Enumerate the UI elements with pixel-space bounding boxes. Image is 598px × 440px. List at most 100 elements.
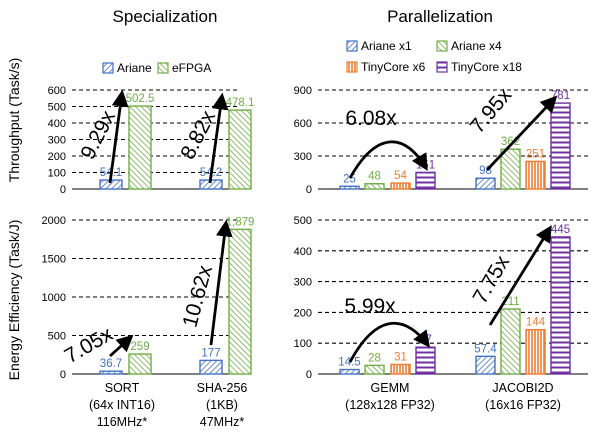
ytick-spec-efficiency-0: 0 xyxy=(60,369,66,381)
speedup-arrow-par-efficiency-0 xyxy=(348,322,431,363)
speedup-arrow-spec-efficiency-0 xyxy=(109,334,134,358)
bar-spec-throughput-efpga-sort xyxy=(128,105,152,190)
datalabel-spec-efficiency-efpga-sort: 259 xyxy=(130,341,149,353)
bar-par-throughput-tinycore-x6-jacobi2d xyxy=(525,160,546,190)
bar-spec-efficiency-efpga-sha-256 xyxy=(228,228,252,375)
xcat-left-0-line-0: SORT xyxy=(105,381,140,395)
datalabel-par-throughput-tinycore-x6-gemm: 54 xyxy=(394,170,407,182)
bar-spec-efficiency-ariane-sha-256 xyxy=(199,359,223,375)
bar-par-efficiency-ariane-x1-gemm xyxy=(339,368,360,375)
ytick-par-efficiency-0: 0 xyxy=(306,369,312,381)
bar-par-efficiency-tinycore-x6-gemm xyxy=(390,363,411,375)
ytick-par-throughput-0: 0 xyxy=(306,184,312,196)
legend-label-tinycore-x6: TinyCore x6 xyxy=(361,60,426,74)
ytick-par-efficiency-3: 300 xyxy=(294,277,312,289)
datalabel-spec-efficiency-ariane-sort: 36.7 xyxy=(100,358,122,370)
ytick-spec-throughput-0: 0 xyxy=(60,184,66,196)
panel-par-efficiency: 010020030040050014.557.42821131144874455… xyxy=(294,215,588,381)
ytick-par-efficiency-4: 400 xyxy=(294,246,312,258)
speedup-label-par-throughput-0: 6.08x xyxy=(345,107,397,130)
ylabel-throughput: Throughput (Task/s) xyxy=(6,58,22,183)
ytick-spec-efficiency-3: 1500 xyxy=(42,254,66,266)
legend-label-ariane-x1: Ariane x1 xyxy=(361,39,412,53)
title-parallelization: Parallelization xyxy=(387,7,493,26)
bar-par-throughput-ariane-x4-gemm xyxy=(364,183,385,190)
datalabel-par-efficiency-ariane-x1-jacobi2d: 57.4 xyxy=(474,343,497,355)
speedup-arrow-par-efficiency-1 xyxy=(488,225,552,326)
speedup-arrow-spec-throughput-1 xyxy=(208,92,229,184)
ytick-spec-efficiency-1: 500 xyxy=(48,331,66,343)
bar-par-efficiency-tinycore-x6-jacobi2d xyxy=(525,328,546,375)
bar-par-throughput-tinycore-x6-gemm xyxy=(390,182,411,190)
bar-par-throughput-tinycore-x18-jacobi2d xyxy=(550,102,571,190)
speedup-label-spec-efficiency-1: 10.62x xyxy=(178,262,217,329)
legend-parallelization: Ariane x1 Ariane x4 TinyCore x6 TinyCore x1… xyxy=(346,39,522,74)
panel-spec-efficiency: 050010001500200036.71772591,8797.05x10.6… xyxy=(42,215,255,381)
legend-swatch-ariane-x4 xyxy=(436,40,448,52)
speedup-arrow-spec-efficiency-1 xyxy=(209,219,233,346)
bar-par-efficiency-ariane-x4-jacobi2d xyxy=(500,308,521,375)
speedup-label-par-throughput-1: 7.95x xyxy=(466,83,517,138)
speedup-arrow-spec-throughput-0 xyxy=(108,89,129,184)
legend-swatch-efpga xyxy=(157,62,169,74)
bar-par-throughput-ariane-x1-jacobi2d xyxy=(475,177,496,190)
ytick-spec-throughput-6: 600 xyxy=(48,85,66,97)
bar-par-throughput-ariane-x1-gemm xyxy=(339,185,360,190)
bar-par-efficiency-tinycore-x18-gemm xyxy=(415,346,436,375)
speedup-arrow-par-throughput-1 xyxy=(485,95,558,171)
legend-specialization: Ariane eFPGA xyxy=(102,61,211,75)
datalabel-spec-efficiency-ariane-sha-256: 177 xyxy=(201,347,220,359)
datalabel-par-efficiency-ariane-x4-gemm: 28 xyxy=(368,352,381,364)
ytick-spec-throughput-2: 200 xyxy=(48,151,66,163)
datalabel-par-efficiency-ariane-x1-gemm: 14.5 xyxy=(338,357,360,369)
xcat-right-1-line-0: JACOBI2D xyxy=(492,381,553,395)
ytick-par-efficiency-1: 100 xyxy=(294,338,312,350)
legend-label-efpga: eFPGA xyxy=(172,61,211,75)
legend-label-ariane-x4: Ariane x4 xyxy=(451,39,502,53)
legend-swatch-tinycore-x6 xyxy=(346,61,358,73)
legend-swatch-tinycore-x18 xyxy=(436,61,448,73)
xcat-left-0-line-1: (64x INT16) xyxy=(89,398,155,412)
ytick-par-efficiency-2: 200 xyxy=(294,307,312,319)
xcat-right-0-line-0: GEMM xyxy=(371,381,410,395)
datalabel-spec-throughput-efpga-sha-256: 478.1 xyxy=(226,97,255,109)
datalabel-par-efficiency-tinycore-x6-jacobi2d: 144 xyxy=(526,317,546,329)
bar-par-efficiency-tinycore-x18-jacobi2d xyxy=(550,236,571,375)
bar-spec-efficiency-ariane-sort xyxy=(99,370,123,375)
ytick-par-throughput-3: 900 xyxy=(294,85,312,97)
speedup-label-par-efficiency-0: 5.99x xyxy=(344,295,396,318)
xcat-left-1-line-1: (1KB) xyxy=(206,398,238,412)
bar-spec-efficiency-efpga-sort xyxy=(128,353,152,375)
ytick-par-efficiency-5: 500 xyxy=(294,215,312,227)
ytick-spec-throughput-4: 400 xyxy=(48,118,66,130)
x-category-labels: SORT (64x INT16) 116MHz* SHA-256 (1KB) 47MHz*… xyxy=(89,381,561,429)
bar-spec-throughput-efpga-sha-256 xyxy=(228,109,252,190)
legend-label-ariane: Ariane xyxy=(117,61,152,75)
datalabel-par-throughput-tinycore-x6-jacobi2d: 251 xyxy=(526,148,545,160)
bar-par-efficiency-ariane-x1-jacobi2d xyxy=(475,355,496,375)
bar-par-throughput-ariane-x4-jacobi2d xyxy=(500,148,521,190)
datalabel-par-efficiency-tinycore-x18-jacobi2d: 445 xyxy=(551,224,570,236)
datalabel-par-throughput-ariane-x4-gemm: 48 xyxy=(368,171,381,183)
datalabel-par-efficiency-tinycore-x6-gemm: 31 xyxy=(394,351,407,363)
speedup-arrow-par-throughput-0 xyxy=(348,140,428,179)
ytick-spec-throughput-5: 500 xyxy=(48,102,66,114)
xcat-left-1-line-0: SHA-256 xyxy=(197,381,248,395)
datalabel-par-throughput-ariane-x1-gemm: 25 xyxy=(343,173,356,185)
legend-swatch-ariane-x1 xyxy=(346,40,358,52)
datalabel-spec-efficiency-efpga-sha-256: 1,879 xyxy=(226,216,255,228)
ytick-par-throughput-2: 600 xyxy=(294,118,312,130)
xcat-right-1-line-1: (16x16 FP32) xyxy=(485,398,561,412)
ytick-spec-efficiency-4: 2000 xyxy=(42,215,66,227)
bar-par-efficiency-ariane-x4-gemm xyxy=(364,364,385,375)
xcat-left-1-line-2: 47MHz* xyxy=(200,415,245,429)
bar-par-throughput-tinycore-x18-gemm xyxy=(415,171,436,190)
title-specialization: Specialization xyxy=(113,7,218,26)
datalabel-spec-throughput-efpga-sort: 502.5 xyxy=(126,93,155,105)
ylabel-energy-efficiency: Energy Efficiency (Task/J) xyxy=(6,220,22,381)
ytick-spec-efficiency-2: 1000 xyxy=(42,292,66,304)
